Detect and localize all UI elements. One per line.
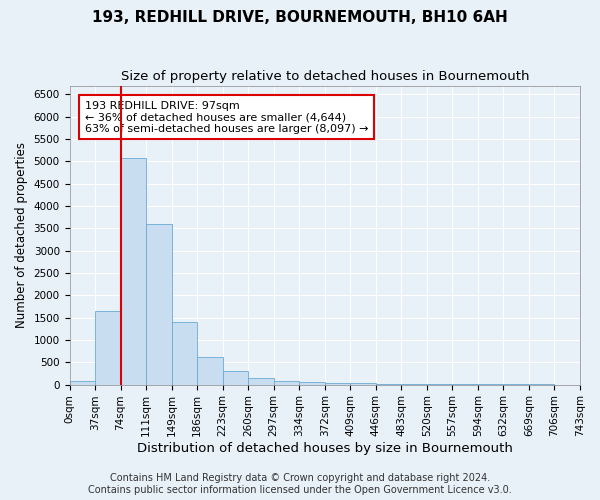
X-axis label: Distribution of detached houses by size in Bournemouth: Distribution of detached houses by size … (137, 442, 513, 455)
Bar (248, 378, 274, 384)
Bar (95, 311, 121, 384)
Bar (223, 371, 248, 384)
Y-axis label: Number of detached properties: Number of detached properties (15, 142, 28, 328)
Bar (172, 322, 197, 384)
Bar (299, 382, 325, 384)
Bar (274, 381, 299, 384)
Title: Size of property relative to detached houses in Bournemouth: Size of property relative to detached ho… (121, 70, 529, 83)
Text: 193, REDHILL DRIVE, BOURNEMOUTH, BH10 6AH: 193, REDHILL DRIVE, BOURNEMOUTH, BH10 6A… (92, 10, 508, 25)
Text: 193 REDHILL DRIVE: 97sqm
← 36% of detached houses are smaller (4,644)
63% of sem: 193 REDHILL DRIVE: 97sqm ← 36% of detach… (85, 100, 368, 134)
Bar (121, 158, 146, 384)
Bar (146, 224, 172, 384)
Bar (197, 357, 223, 384)
Bar (70, 382, 95, 384)
Bar (325, 383, 350, 384)
Text: Contains HM Land Registry data © Crown copyright and database right 2024.
Contai: Contains HM Land Registry data © Crown c… (88, 474, 512, 495)
